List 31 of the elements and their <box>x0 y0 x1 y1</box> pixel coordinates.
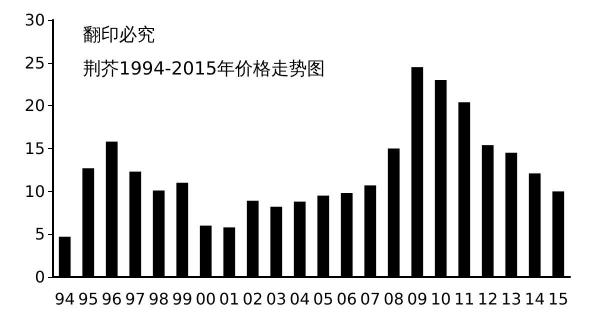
x-tick-label: 96 <box>102 290 122 308</box>
y-tick-label: 5 <box>34 224 45 244</box>
text: 荆芥1994-2015年价格走势图 <box>83 58 326 80</box>
x-tick-label: 08 <box>384 290 404 308</box>
x-tick-label: 11 <box>454 290 474 308</box>
x-tick-label: 94 <box>54 290 75 308</box>
x-tick-label: 06 <box>336 290 357 308</box>
x-tick-label: 13 <box>501 290 522 308</box>
x-tick-label: 10 <box>430 290 451 308</box>
x-tick-label: 12 <box>478 290 498 308</box>
y-tick-label: 0 <box>34 268 45 286</box>
x-tick-label: 99 <box>172 290 192 308</box>
x-tick-label: 14 <box>524 290 545 308</box>
annotation: 翻印必究 <box>83 24 155 46</box>
x-tick-label: 95 <box>78 290 98 308</box>
x-tick-label: 05 <box>313 290 334 308</box>
x-tick-label: 03 <box>266 290 286 308</box>
x-tick-label: 97 <box>125 290 146 308</box>
y-tick-label: 25 <box>24 53 45 72</box>
x-tick-label: 02 <box>242 290 263 308</box>
x-tick-label: 01 <box>219 290 240 308</box>
x-tick-label: 07 <box>360 290 380 308</box>
x-tick-label: 98 <box>148 290 169 308</box>
x-tick-label: 09 <box>407 290 428 308</box>
y-tick-label: 10 <box>24 182 45 201</box>
x-tick-label: 15 <box>548 290 568 308</box>
y-tick-label: 30 <box>24 10 45 30</box>
x-tick-label: 00 <box>196 290 216 308</box>
y-tick-label: 20 <box>24 96 45 116</box>
x-tick-label: 04 <box>290 290 310 308</box>
y-tick-label: 15 <box>24 139 45 158</box>
